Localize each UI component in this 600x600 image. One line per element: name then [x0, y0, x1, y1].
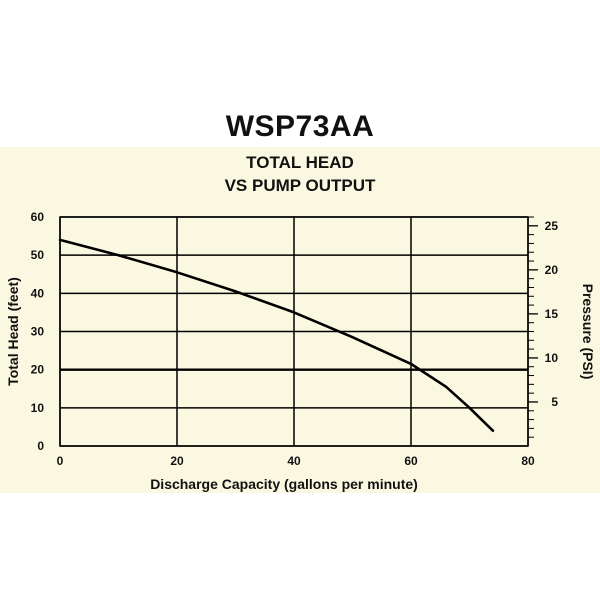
chart-subtitle-line-1: TOTAL HEAD — [246, 153, 354, 172]
chart-panel — [0, 147, 600, 493]
y-tick-0: 0 — [37, 439, 44, 453]
y-tick-10: 10 — [31, 401, 45, 415]
y2-tick-20: 20 — [545, 263, 559, 277]
x-tick-60: 60 — [404, 454, 418, 468]
x-tick-labels: 0 20 40 60 80 — [57, 454, 535, 468]
chart-title: WSP73AA — [225, 110, 375, 143]
plot-frame — [59, 216, 529, 447]
y2-tick-5: 5 — [551, 395, 558, 409]
y-tick-20: 20 — [31, 363, 45, 377]
y2-tick-15: 15 — [545, 307, 559, 321]
chart-subtitle-line-2: VS PUMP OUTPUT — [224, 176, 376, 195]
x-axis-label: Discharge Capacity (gallons per minute) — [150, 476, 418, 492]
y-tick-60: 60 — [31, 210, 45, 224]
x-tick-80: 80 — [521, 454, 535, 468]
y-axis-label: Total Head (feet) — [5, 277, 21, 386]
series-line — [58, 238, 495, 432]
y-tick-50: 50 — [31, 248, 45, 262]
y2-axis-label: Pressure (PSI) — [580, 284, 596, 380]
y2-tick-25: 25 — [545, 219, 559, 233]
y2-tick-labels: 5 10 15 20 25 — [545, 219, 559, 409]
y-tick-labels: 0 10 20 30 40 50 60 — [31, 210, 45, 453]
x-tick-0: 0 — [57, 454, 64, 468]
y2-tick-10: 10 — [545, 351, 559, 365]
y-tick-30: 30 — [31, 325, 45, 339]
grid — [59, 216, 538, 447]
x-tick-40: 40 — [287, 454, 301, 468]
x-tick-20: 20 — [170, 454, 184, 468]
y-tick-40: 40 — [31, 286, 45, 300]
